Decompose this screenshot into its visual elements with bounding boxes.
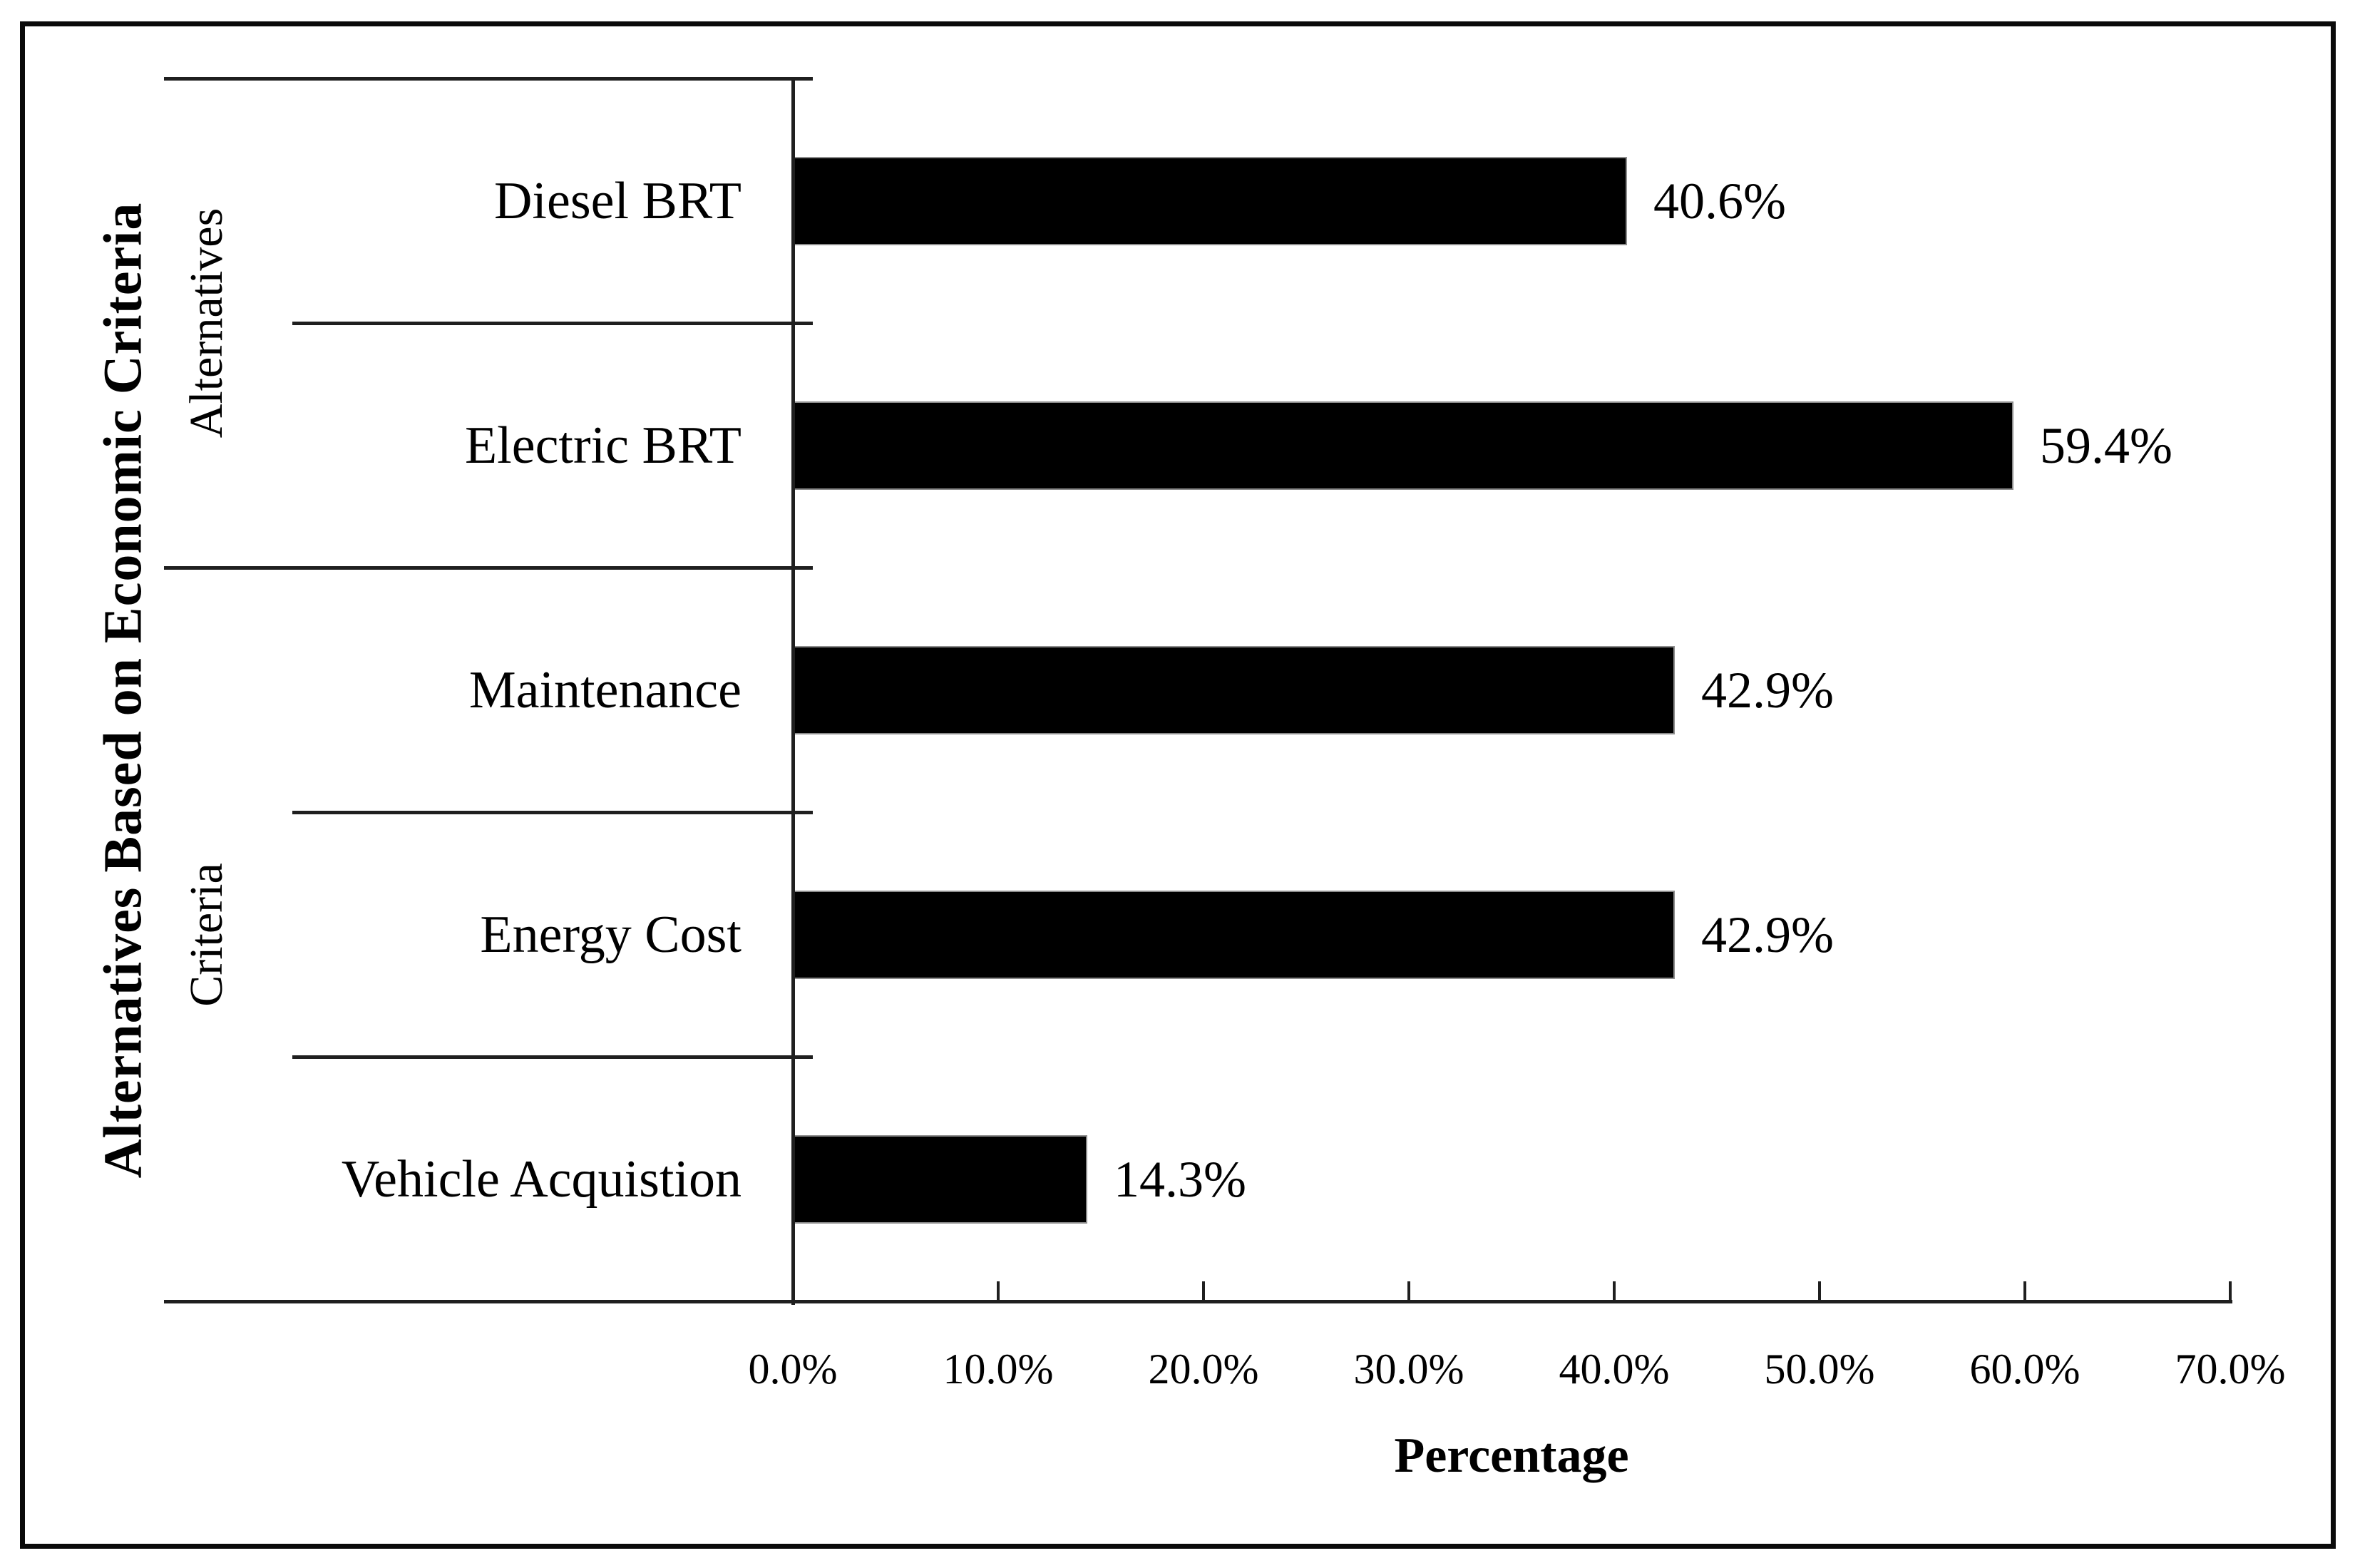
category-divider-line: [292, 811, 813, 814]
bar: [794, 401, 2013, 490]
category-divider-line: [292, 322, 813, 325]
value-label: 42.9%: [1701, 661, 1834, 719]
category-label: Maintenance: [468, 660, 742, 719]
x-axis-line: [164, 1300, 2232, 1303]
x-tick-label: 60.0%: [1969, 1346, 2080, 1393]
x-tickmark: [1407, 1281, 1410, 1300]
x-tickmark: [1202, 1281, 1205, 1300]
x-tickmark: [2229, 1281, 2232, 1300]
x-tick-label: 40.0%: [1559, 1346, 1670, 1393]
category-label: Energy Cost: [480, 905, 742, 964]
x-tick-label: 0.0%: [748, 1346, 838, 1393]
value-label: 59.4%: [2040, 416, 2172, 474]
value-label: 42.9%: [1701, 906, 1834, 963]
figure-border: [20, 21, 2336, 1549]
category-label: Diesel BRT: [493, 171, 742, 230]
x-tick-label: 30.0%: [1353, 1346, 1464, 1393]
x-tickmark: [997, 1281, 1000, 1300]
x-tick-label: 10.0%: [943, 1346, 1054, 1393]
x-tick-label: 50.0%: [1764, 1346, 1875, 1393]
category-label: Electric BRT: [464, 416, 742, 475]
bar: [794, 1134, 1087, 1224]
x-tick-label: 20.0%: [1148, 1346, 1259, 1393]
x-axis-title: Percentage: [1394, 1428, 1629, 1483]
group-label: Alternatives: [180, 207, 232, 439]
x-tickmark: [2023, 1281, 2026, 1300]
bar: [794, 890, 1675, 979]
x-tickmark: [1613, 1281, 1616, 1300]
group-boundary-line: [164, 77, 813, 81]
bar: [794, 156, 1627, 245]
category-label: Vehicle Acquistion: [341, 1149, 742, 1209]
y-axis-title: Alternatives Based on Economic Criteria: [93, 202, 153, 1179]
x-tickmark: [1818, 1281, 1821, 1300]
x-tick-label: 70.0%: [2175, 1346, 2286, 1393]
bar: [794, 645, 1675, 734]
value-label: 14.3%: [1114, 1150, 1246, 1208]
group-boundary-line: [164, 566, 813, 570]
y-axis-line: [791, 77, 795, 1305]
category-divider-line: [292, 1055, 813, 1059]
value-label: 40.6%: [1653, 172, 1786, 230]
